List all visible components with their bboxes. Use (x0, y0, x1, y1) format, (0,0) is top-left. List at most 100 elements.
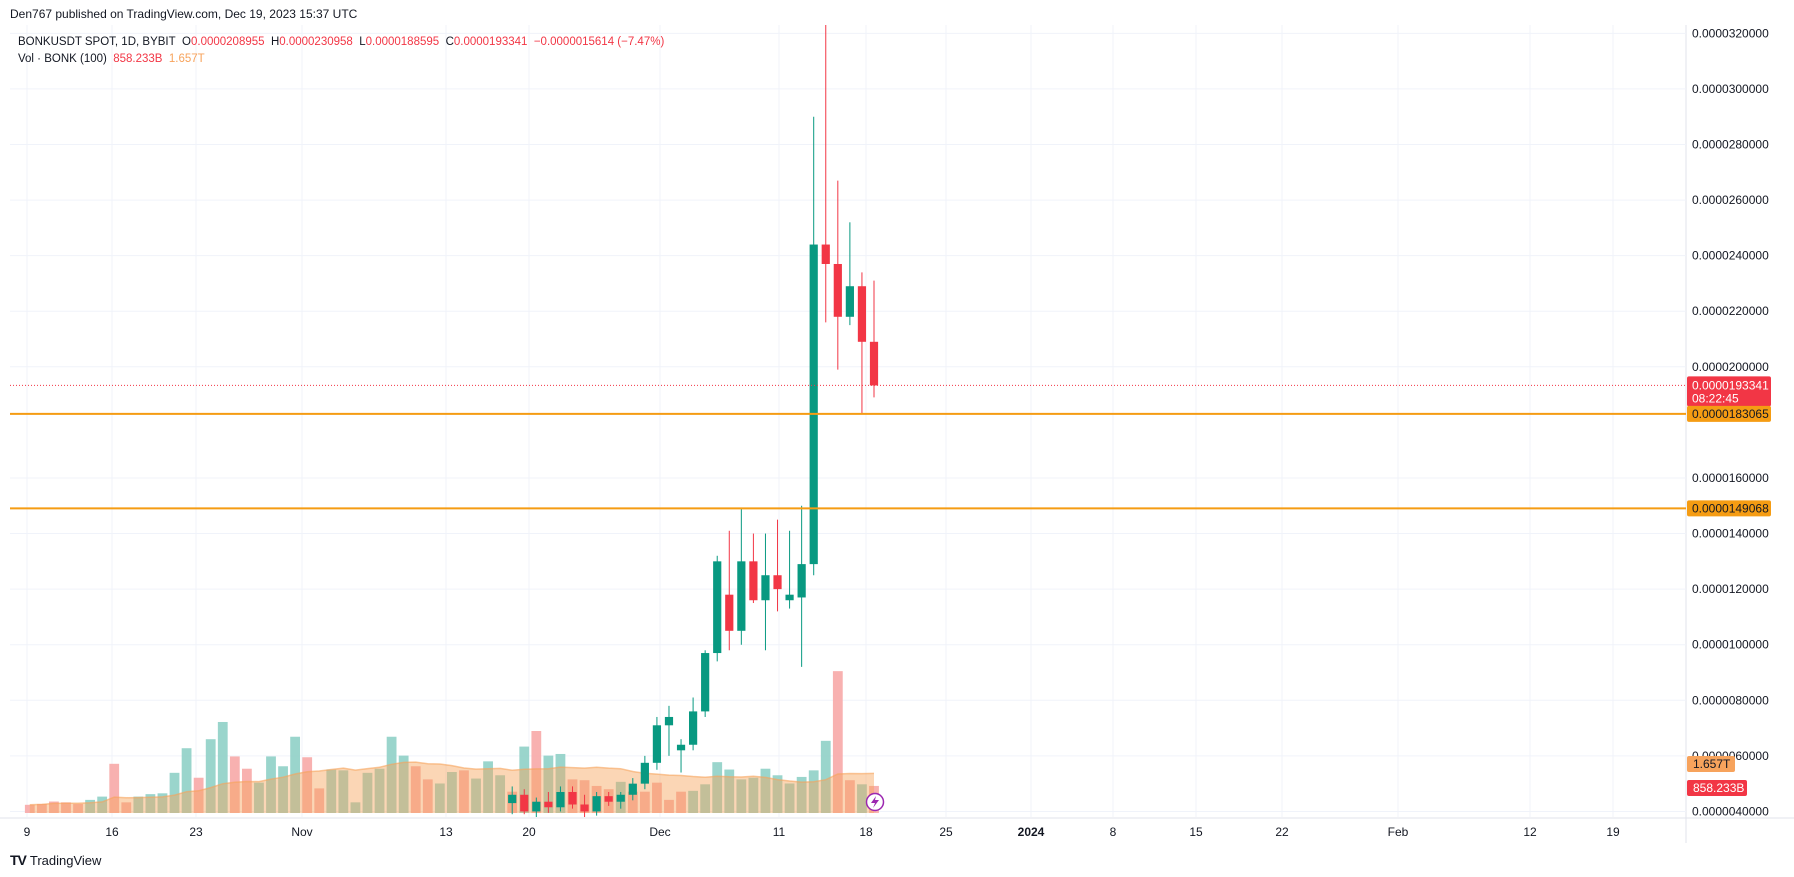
candle-body (652, 725, 662, 763)
y-tick-label: 0.0000220000 (1692, 304, 1769, 318)
candles (508, 25, 879, 817)
candle-body (773, 575, 782, 590)
y-tick-label: 0.0000200000 (1692, 360, 1769, 374)
y-tick-label: 0.0000080000 (1692, 693, 1769, 707)
legend-volume-label[interactable]: Vol · BONK (100) (18, 53, 107, 65)
volume-bar (447, 772, 457, 813)
volume-bar (772, 775, 783, 813)
volume-bar (796, 776, 807, 813)
chart-svg[interactable]: 0.00000400000.00000600000.00000800000.00… (0, 25, 1794, 843)
volume-bar (459, 770, 469, 813)
x-tick-label: 8 (1110, 825, 1117, 839)
y-tick-label: 0.0000280000 (1692, 137, 1769, 151)
volume-bar (712, 762, 723, 813)
volume-bar (109, 763, 120, 813)
volume-bar (398, 755, 409, 813)
candle-body (568, 791, 577, 805)
hline-badge (1687, 405, 1771, 422)
replay-icon[interactable] (865, 792, 885, 812)
time-axis[interactable]: 9 16 23 Nov 13 20 Dec 11 18 25 2024 8 15 22 Feb 12 19 (24, 825, 1620, 839)
volume-bar (169, 772, 180, 813)
volume-bar (145, 794, 156, 813)
y-tick-label: 0.0000120000 (1692, 582, 1769, 596)
volume-bar (700, 784, 711, 813)
volume-bar (627, 791, 638, 813)
volume-bar (483, 761, 493, 813)
legend-symbol[interactable]: BONKUSDT SPOT, 1D, BYBIT (18, 36, 176, 48)
legend-volume-ma: 1.657T (168, 53, 205, 65)
y-tick-label: 0.0000100000 (1692, 638, 1769, 652)
x-tick-label: 25 (939, 825, 953, 839)
volume-bar (49, 801, 59, 813)
volume-bar (664, 799, 674, 813)
x-tick-label: 19 (1606, 825, 1620, 839)
y-tick-label: 0.0000320000 (1692, 26, 1769, 40)
legend-change: −0.0000015614 (−7.47%) (533, 36, 665, 48)
chart-area[interactable]: 0.0000040000 0.0000060000 0.0000080000 0.00… (0, 25, 1794, 843)
legend-low-value: 0.0000188595 (365, 36, 440, 48)
volume-bar (760, 768, 771, 813)
legend-volume-value: 858.233B (113, 53, 163, 65)
x-tick-label: Dec (649, 825, 670, 839)
candle-body (725, 594, 734, 631)
volume-ma-area (29, 762, 875, 813)
volume-bar (808, 770, 819, 813)
candle-body (833, 263, 842, 317)
candle-body (604, 796, 613, 802)
x-tick-label: 16 (105, 825, 119, 839)
volume-bar (422, 779, 433, 813)
legend-high-value: 0.0000230958 (279, 36, 353, 48)
grid-lines (0, 25, 1794, 843)
price-axis[interactable]: 0.00000400000.00000600000.00000800000.00… (1692, 26, 1769, 818)
volume-bar (652, 782, 662, 813)
volume-bar (157, 793, 168, 813)
volume-bar (844, 780, 855, 813)
x-tick-label: Nov (291, 825, 312, 839)
volume-bar (181, 748, 192, 813)
volume-bar (205, 739, 216, 813)
volume-bar (748, 777, 759, 813)
publish-info: Den767 published on TradingView.com, Dec… (10, 7, 358, 21)
y-tick-label: 0.0000260000 (1692, 193, 1769, 207)
volume-ma-badge-label: 1.657T (1693, 757, 1731, 771)
candle-body (845, 286, 854, 317)
footer-brand: TradingView (29, 852, 102, 868)
candle-body (797, 564, 806, 598)
chart-legend: BONKUSDT SPOT, 1D, BYBIT O0.0000208955 H… (18, 34, 664, 68)
volume-bar (217, 721, 228, 813)
y-tick-label: 0.0000040000 (1692, 804, 1769, 818)
candle-body (821, 244, 830, 264)
candle-body (616, 794, 625, 802)
candle-body (676, 744, 686, 751)
last-price-badge (1687, 376, 1771, 407)
candle-body (785, 594, 794, 601)
volume-bar (61, 802, 71, 813)
candle-body (544, 801, 553, 808)
horizontal-lines[interactable] (10, 384, 1686, 510)
x-tick-label: 2024 (1018, 825, 1045, 839)
last-price-value: 0.0000193341 (1692, 378, 1769, 392)
x-tick-label: 13 (439, 825, 453, 839)
hline-badge-label: 0.0000149068 (1692, 501, 1769, 515)
candle-body (520, 794, 529, 812)
volume-bar (97, 796, 108, 813)
volume-bar (350, 802, 361, 813)
volume-bar (531, 731, 542, 813)
candle-body (857, 286, 867, 342)
candle-body (737, 561, 746, 631)
y-tick-label: 0.0000240000 (1692, 249, 1769, 263)
volume-ma-line (29, 761, 875, 806)
countdown-value: 08:22:45 (1692, 391, 1739, 405)
candle-body (761, 575, 770, 601)
x-tick-label: Feb (1388, 825, 1409, 839)
volume-bar (290, 736, 301, 813)
x-tick-label: 9 (24, 825, 31, 839)
volume-bar (266, 756, 276, 813)
candle-body (701, 653, 710, 712)
legend-high-label: H (270, 36, 280, 48)
volume-bar (362, 772, 373, 813)
candle-body (749, 561, 758, 601)
volume-bar (519, 746, 530, 813)
volume-bar (121, 802, 132, 813)
